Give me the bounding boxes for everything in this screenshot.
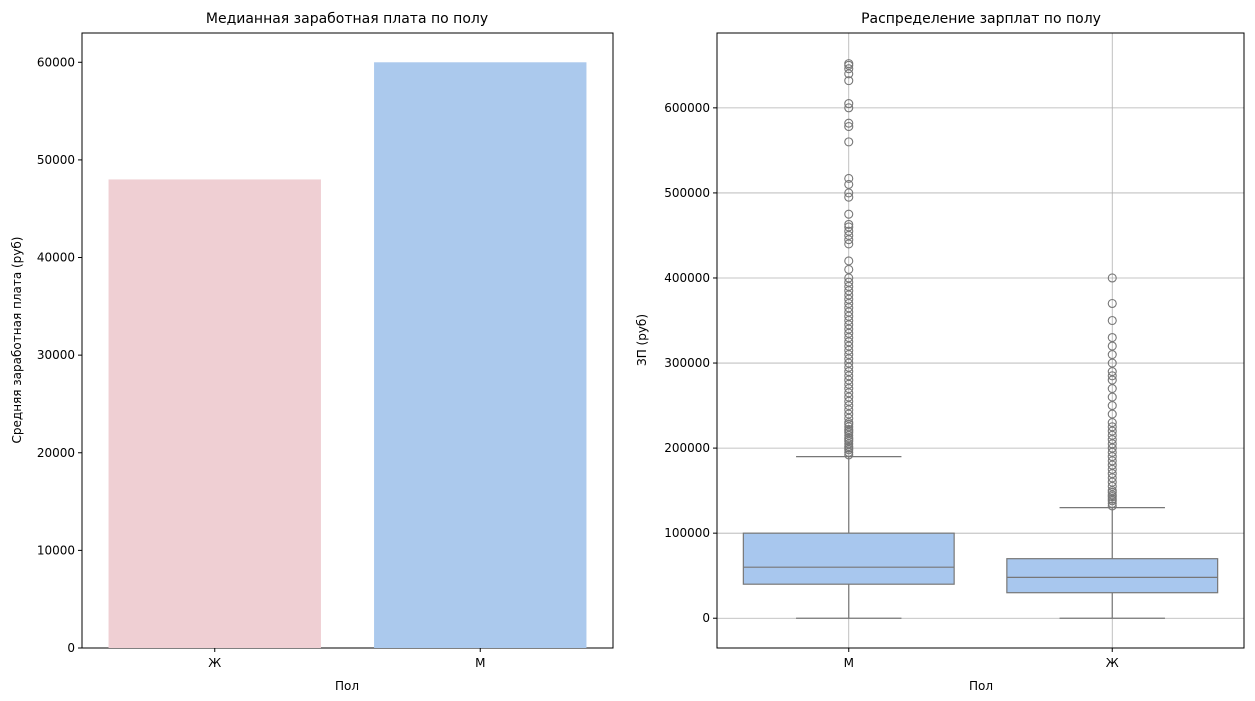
outlier-point	[844, 103, 854, 113]
x-tick-label: Ж	[208, 656, 221, 670]
outlier-point	[1107, 315, 1117, 326]
outlier-point	[844, 219, 854, 229]
y-tick-label: 20000	[37, 446, 75, 460]
outlier-point	[1107, 298, 1117, 309]
box-chart-ylabel: ЗП (руб)	[635, 314, 649, 366]
box-chart-axes-frame	[716, 32, 1245, 649]
outlier-point	[844, 64, 854, 74]
outlier-point	[1107, 422, 1117, 432]
x-tick-label: М	[844, 656, 854, 670]
outlier-point	[844, 173, 854, 184]
outlier-point	[844, 122, 854, 132]
outlier-point	[844, 209, 854, 219]
x-tick-label: Ж	[1106, 656, 1119, 670]
y-tick-label: 50000	[37, 153, 75, 167]
outlier-point	[844, 277, 854, 287]
y-tick-label: 600000	[664, 101, 710, 115]
y-tick-label: 0	[702, 611, 710, 625]
outlier-point	[1107, 371, 1117, 381]
outlier-point	[844, 424, 854, 434]
y-tick-label: 40000	[37, 251, 75, 265]
outlier-point	[1107, 501, 1117, 511]
outlier-point	[844, 179, 854, 189]
outlier-point	[844, 76, 854, 86]
bar-1	[108, 179, 321, 648]
box-group-Ж	[1006, 273, 1219, 619]
y-tick-label: 300000	[664, 356, 710, 370]
outlier-point	[844, 99, 854, 109]
bar-chart-axes-frame	[81, 32, 614, 649]
box-group-М	[742, 59, 955, 619]
outlier-point	[844, 222, 854, 232]
y-tick-label: 100000	[664, 526, 710, 540]
outlier-point	[844, 256, 854, 266]
bar-2	[374, 62, 587, 649]
outlier-point	[1107, 273, 1117, 283]
box-iqr	[742, 532, 955, 585]
outlier-point	[844, 59, 854, 69]
y-tick-label: 0	[67, 641, 75, 655]
outlier-point	[844, 192, 854, 202]
box-chart-title: Распределение зарплат по полу	[861, 11, 1101, 27]
y-tick-label: 200000	[664, 441, 710, 455]
outlier-point	[1107, 332, 1117, 343]
box-iqr	[1006, 558, 1219, 594]
bar-chart-median-salary: 0 10000 20000 30000 40000 50000 60000 Ж М Медиа…	[10, 11, 614, 693]
y-tick-label: 10000	[37, 543, 75, 557]
box-chart-salary-distribution: 0 100000 200000 300000 400000 500000 600000 М Ж…	[635, 11, 1245, 693]
outlier-point	[844, 137, 854, 147]
outlier-point	[844, 118, 854, 128]
bar-chart-title: Медианная заработная плата по полу	[206, 11, 488, 27]
y-tick-label: 400000	[664, 271, 710, 285]
y-tick-label: 60000	[37, 55, 75, 69]
x-tick-label: М	[475, 656, 485, 670]
y-tick-label: 500000	[664, 186, 710, 200]
outlier-point	[844, 226, 854, 236]
y-tick-label: 30000	[37, 348, 75, 362]
bar-chart-xlabel: Пол	[335, 679, 359, 693]
bar-chart-ylabel: Средняя заработная плата (руб)	[10, 237, 24, 444]
box-chart-xlabel: Пол	[969, 679, 993, 693]
